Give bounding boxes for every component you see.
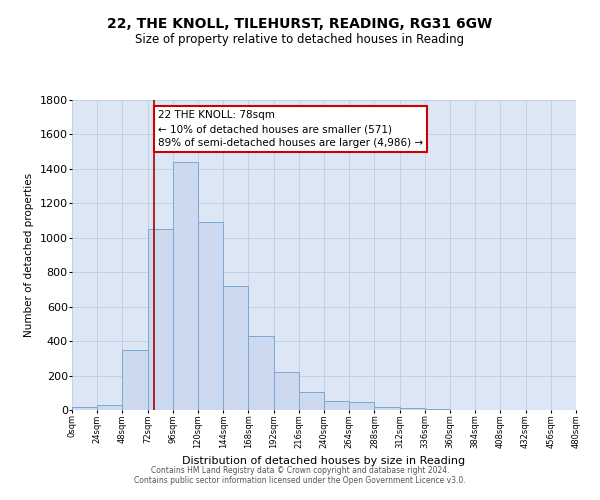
Bar xyxy=(122,350,148,410)
Bar xyxy=(400,408,425,410)
Y-axis label: Number of detached properties: Number of detached properties xyxy=(24,173,34,337)
Bar xyxy=(324,400,349,410)
Text: 22, THE KNOLL, TILEHURST, READING, RG31 6GW: 22, THE KNOLL, TILEHURST, READING, RG31 … xyxy=(107,18,493,32)
Bar xyxy=(173,162,198,410)
Text: Contains HM Land Registry data © Crown copyright and database right 2024.: Contains HM Land Registry data © Crown c… xyxy=(151,466,449,475)
Bar xyxy=(299,392,324,410)
Bar xyxy=(148,229,173,410)
Text: Contains public sector information licensed under the Open Government Licence v3: Contains public sector information licen… xyxy=(134,476,466,485)
Bar xyxy=(349,402,374,410)
X-axis label: Distribution of detached houses by size in Reading: Distribution of detached houses by size … xyxy=(182,456,466,466)
Bar xyxy=(223,286,248,410)
Bar xyxy=(72,406,97,410)
Bar xyxy=(198,222,223,410)
Bar xyxy=(248,336,274,410)
Bar xyxy=(97,405,122,410)
Bar xyxy=(274,372,299,410)
Text: 22 THE KNOLL: 78sqm
← 10% of detached houses are smaller (571)
89% of semi-detac: 22 THE KNOLL: 78sqm ← 10% of detached ho… xyxy=(158,110,423,148)
Bar xyxy=(374,406,400,410)
Text: Size of property relative to detached houses in Reading: Size of property relative to detached ho… xyxy=(136,32,464,46)
Bar xyxy=(425,409,450,410)
